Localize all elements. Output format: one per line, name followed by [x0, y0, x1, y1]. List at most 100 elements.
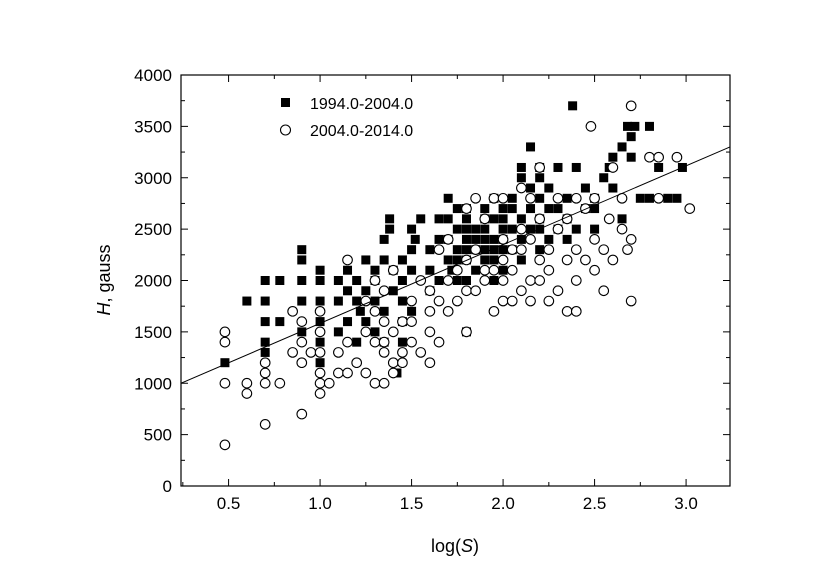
- data-point-square: [315, 317, 325, 327]
- data-point-circle: [506, 264, 518, 276]
- data-point-circle: [644, 151, 655, 163]
- data-point-square: [630, 121, 640, 131]
- data-point-circle: [525, 192, 536, 204]
- data-point-square: [361, 255, 371, 265]
- data-point-square: [526, 183, 536, 193]
- data-point-circle: [616, 223, 628, 235]
- data-point-circle: [387, 326, 399, 338]
- data-point-square: [516, 214, 526, 224]
- data-point-square: [626, 152, 636, 162]
- data-point-circle: [378, 347, 390, 358]
- data-point-square: [608, 183, 618, 193]
- data-point-square: [379, 306, 389, 316]
- data-point-circle: [570, 305, 582, 317]
- data-point-square: [275, 276, 285, 285]
- data-point-circle: [598, 244, 610, 256]
- data-point-square: [535, 173, 545, 183]
- legend-label-series-2: 2004.0-2014.0: [310, 123, 413, 140]
- data-point-square: [507, 193, 517, 203]
- data-points: [219, 100, 696, 451]
- data-point-square: [489, 255, 499, 265]
- data-point-circle: [653, 151, 664, 163]
- data-point-square: [507, 204, 517, 214]
- data-point-circle: [296, 357, 308, 369]
- data-point-circle: [360, 367, 372, 379]
- data-point-square: [654, 162, 664, 172]
- data-point-circle: [342, 367, 353, 379]
- data-point-circle: [219, 439, 231, 451]
- data-point-square: [425, 245, 435, 255]
- data-point-circle: [552, 192, 564, 204]
- data-point-square: [480, 234, 490, 244]
- data-point-circle: [314, 388, 326, 399]
- data-point-circle: [585, 121, 597, 132]
- data-point-circle: [580, 254, 591, 266]
- data-point-circle: [506, 244, 518, 256]
- data-point-circle: [506, 295, 518, 307]
- data-point-circle: [534, 213, 546, 225]
- data-point-circle: [607, 162, 619, 173]
- data-point-square: [260, 317, 270, 327]
- data-point-circle: [451, 295, 463, 307]
- data-point-square: [416, 214, 426, 224]
- data-point-circle: [543, 264, 555, 276]
- data-point-circle: [525, 234, 536, 245]
- data-point-square: [343, 265, 353, 275]
- y-tick-label: 4000: [134, 66, 172, 85]
- data-point-circle: [287, 305, 298, 317]
- data-point-square: [220, 358, 230, 368]
- data-point-circle: [461, 326, 472, 338]
- data-point-circle: [451, 264, 463, 276]
- data-point-circle: [241, 388, 253, 399]
- data-point-square: [242, 296, 252, 306]
- data-point-square: [571, 162, 581, 172]
- data-point-circle: [497, 275, 509, 286]
- data-point-circle: [570, 244, 582, 256]
- data-point-square: [480, 224, 490, 234]
- legend-label-series-1: 1994.0-2004.0: [310, 96, 413, 113]
- data-point-circle: [433, 295, 445, 307]
- data-point-square: [410, 234, 420, 244]
- data-point-circle: [561, 305, 573, 317]
- data-point-square: [498, 245, 508, 255]
- legend-marker-circle: [279, 124, 292, 136]
- data-point-square: [623, 121, 633, 131]
- data-point-circle: [378, 316, 390, 327]
- data-point-square: [516, 234, 526, 244]
- data-point-circle: [397, 357, 408, 369]
- data-point-square: [333, 276, 343, 285]
- data-point-square: [379, 234, 389, 244]
- y-tick-label: 3000: [134, 169, 172, 188]
- data-point-circle: [406, 316, 417, 327]
- data-point-square: [507, 224, 517, 234]
- data-point-square: [370, 265, 380, 275]
- data-point-square: [663, 193, 673, 203]
- data-point-square: [544, 183, 554, 193]
- data-point-square: [471, 224, 481, 234]
- data-point-square: [297, 327, 307, 337]
- data-point-circle: [397, 347, 408, 358]
- data-point-circle: [442, 305, 454, 317]
- data-point-circle: [369, 377, 381, 389]
- data-point-circle: [543, 295, 555, 307]
- data-point-square: [397, 276, 407, 285]
- data-point-circle: [470, 285, 481, 297]
- axis-ticks: [181, 74, 730, 487]
- data-point-square: [526, 204, 536, 214]
- data-point-circle: [625, 100, 637, 112]
- data-point-circle: [543, 244, 555, 256]
- data-point-square: [461, 276, 471, 285]
- data-point-square: [516, 255, 526, 265]
- data-point-circle: [259, 367, 271, 379]
- data-point-circle: [406, 295, 417, 307]
- data-point-circle: [516, 285, 527, 297]
- data-point-square: [315, 265, 325, 275]
- data-point-circle: [479, 264, 491, 276]
- data-point-square: [315, 337, 325, 347]
- data-point-square: [385, 224, 395, 234]
- data-point-square: [355, 306, 365, 316]
- data-point-square: [297, 276, 307, 285]
- data-point-square: [562, 234, 572, 244]
- data-point-circle: [570, 275, 582, 286]
